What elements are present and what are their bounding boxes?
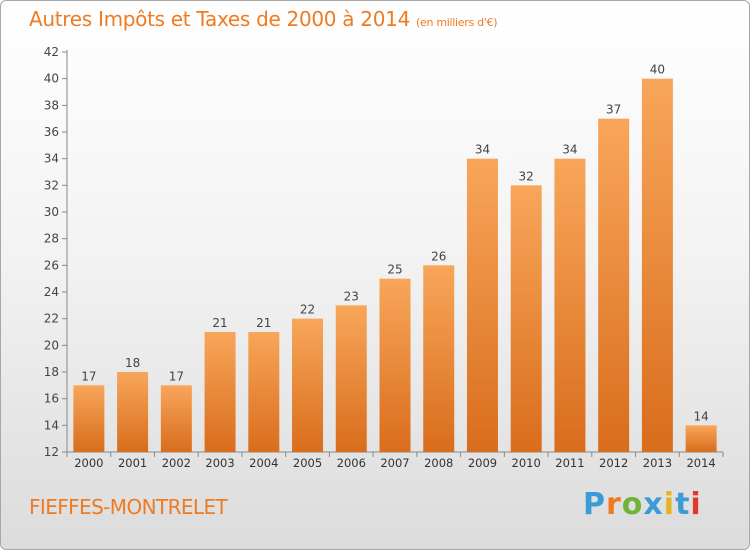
bar [73,385,105,452]
logo-letter: o [621,487,644,522]
y-tick-label: 14 [44,418,59,432]
data-label: 23 [344,289,359,303]
x-tick-label: 2001 [118,456,147,470]
y-tick-label: 36 [44,125,59,139]
logo-letter: i [690,487,702,522]
x-tick-label: 2003 [205,456,234,470]
x-tick-label: 2000 [74,456,103,470]
bar [598,118,630,453]
bar [335,305,367,452]
data-label: 21 [212,316,227,330]
y-tick-label: 20 [44,338,59,352]
bar [160,385,192,452]
data-label: 17 [81,369,96,383]
x-tick-label: 2009 [468,456,497,470]
data-label: 21 [256,316,271,330]
logo-letter: r [606,487,622,522]
data-label: 34 [562,143,577,157]
bar [685,425,717,452]
bar [466,158,498,452]
y-tick-label: 28 [44,232,59,246]
chart-title: Autres Impôts et Taxes de 2000 à 2014 (en… [29,7,497,31]
y-tick-label: 42 [44,45,59,59]
bar [292,318,324,452]
x-tick-label: 2004 [249,456,278,470]
data-label: 25 [387,263,402,277]
bar [204,332,236,452]
bar [554,158,586,452]
x-tick-label: 2008 [424,456,453,470]
unit-label: (en milliers d'€) [416,16,498,29]
y-tick-label: 18 [44,365,59,379]
y-tick-label: 30 [44,205,59,219]
data-label: 37 [606,103,621,117]
town-name: FIEFFES-MONTRELET [29,495,228,519]
data-label: 26 [431,249,446,263]
logo-letter: P [583,487,606,522]
logo-letter: x [643,487,664,522]
logo-letter: t [675,487,691,522]
y-tick-label: 40 [44,72,59,86]
proxiti-logo[interactable]: Proxiti [583,487,702,522]
data-label: 34 [475,143,490,157]
bar [641,78,673,453]
logo-letter: i [663,487,676,522]
x-tick-label: 2011 [555,456,584,470]
data-label: 32 [519,169,534,183]
y-tick-label: 26 [44,258,59,272]
x-tick-label: 2010 [512,456,541,470]
y-tick-label: 32 [44,178,59,192]
x-tick-label: 2014 [686,456,715,470]
data-label: 22 [300,303,315,317]
data-label: 18 [125,356,140,370]
y-tick-label: 38 [44,98,59,112]
data-label: 40 [650,63,665,77]
bar [117,372,149,452]
bar [379,278,411,452]
y-tick-label: 12 [44,445,59,459]
data-label: 14 [693,409,708,423]
y-tick-label: 24 [44,285,59,299]
x-tick-label: 2005 [293,456,322,470]
x-tick-label: 2013 [643,456,672,470]
y-tick-label: 22 [44,312,59,326]
bar [248,332,280,452]
bar [423,265,455,452]
title-text: Autres Impôts et Taxes de 2000 à 2014 [29,7,410,31]
y-tick-label: 16 [44,392,59,406]
data-label: 17 [169,369,184,383]
x-tick-label: 2007 [380,456,409,470]
y-tick-label: 34 [44,152,59,166]
x-tick-label: 2012 [599,456,628,470]
x-tick-label: 2002 [162,456,191,470]
bar [510,185,542,453]
x-tick-label: 2006 [337,456,366,470]
